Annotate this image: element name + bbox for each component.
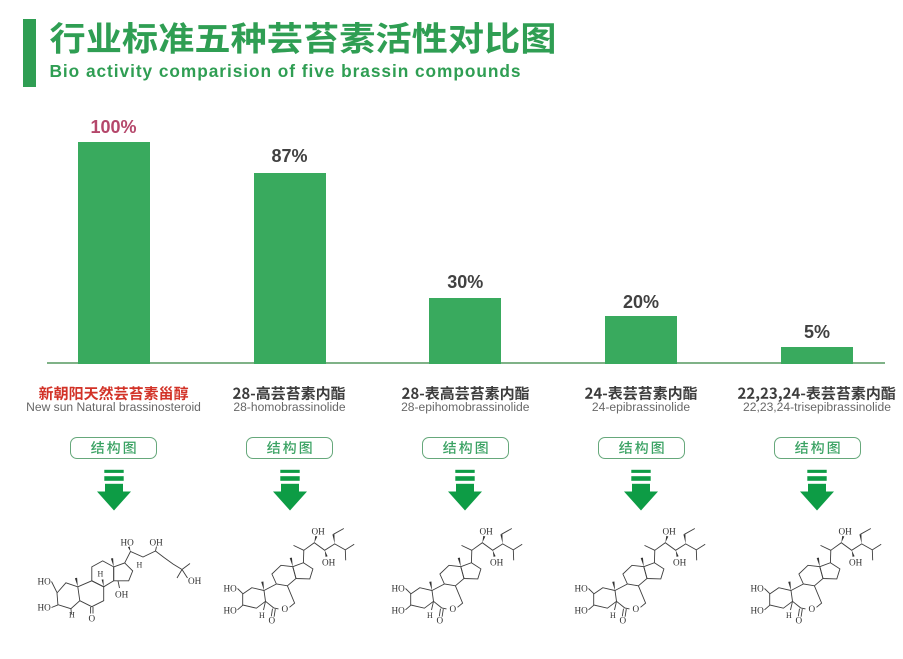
- svg-text:OH: OH: [849, 557, 863, 567]
- svg-text:OH: OH: [312, 526, 326, 536]
- svg-text:HO: HO: [574, 605, 588, 615]
- svg-text:HO: HO: [574, 583, 588, 593]
- svg-text:OH: OH: [322, 557, 336, 567]
- svg-text:H: H: [259, 611, 265, 620]
- svg-text:O: O: [632, 603, 639, 613]
- svg-text:O: O: [269, 615, 276, 625]
- svg-text:HO: HO: [392, 583, 406, 593]
- svg-text:HO: HO: [751, 605, 765, 615]
- svg-text:OH: OH: [188, 576, 202, 586]
- svg-text:O: O: [450, 603, 457, 613]
- svg-text:OH: OH: [150, 538, 164, 548]
- svg-text:HO: HO: [224, 605, 238, 615]
- svg-text:OH: OH: [673, 557, 687, 567]
- svg-text:O: O: [437, 615, 444, 625]
- svg-text:H: H: [610, 611, 616, 620]
- svg-text:O: O: [89, 614, 96, 624]
- svg-text:OH: OH: [480, 526, 494, 536]
- svg-text:H: H: [427, 611, 433, 620]
- svg-text:H: H: [69, 611, 75, 620]
- svg-text:OH: OH: [490, 557, 504, 567]
- svg-text:HO: HO: [751, 583, 765, 593]
- svg-text:O: O: [796, 615, 803, 625]
- svg-text:O: O: [619, 615, 626, 625]
- svg-text:HO: HO: [38, 603, 52, 613]
- svg-text:OH: OH: [839, 526, 853, 536]
- svg-text:O: O: [809, 603, 816, 613]
- svg-text:OH: OH: [662, 526, 676, 536]
- svg-text:HO: HO: [121, 538, 135, 548]
- svg-text:H: H: [786, 611, 792, 620]
- svg-text:O: O: [282, 603, 289, 613]
- svg-text:HO: HO: [224, 583, 238, 593]
- svg-text:OH: OH: [115, 590, 129, 600]
- svg-text:HO: HO: [392, 605, 406, 615]
- svg-text:H: H: [137, 561, 143, 570]
- svg-text:H: H: [98, 570, 104, 579]
- svg-text:HO: HO: [38, 577, 52, 587]
